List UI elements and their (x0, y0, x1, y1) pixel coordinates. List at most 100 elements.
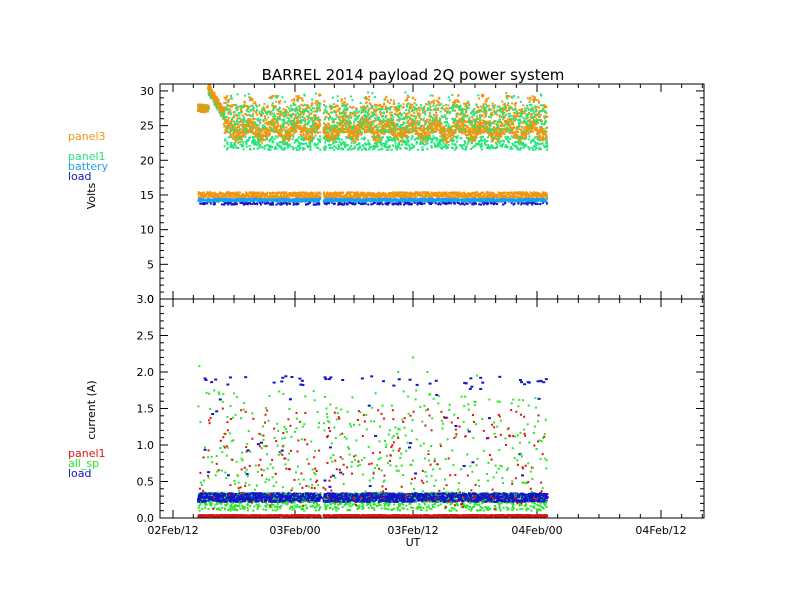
panel3-low-point (434, 191, 437, 194)
panel3-low-point (435, 193, 438, 196)
panel1-volt-point (349, 146, 352, 149)
panel3-point (261, 139, 264, 142)
panel1-volt-point (293, 108, 296, 111)
panel1-volt-point (291, 138, 294, 141)
panel1-volt-point (349, 120, 352, 123)
battery-point (371, 199, 374, 202)
panel1-volt-point (258, 137, 261, 140)
panel3-point (236, 138, 239, 141)
panel1-volt-point (331, 111, 334, 114)
battery-point (229, 200, 232, 203)
panel3-point (313, 114, 316, 117)
panel3-point (325, 127, 328, 130)
battery-point (442, 200, 445, 203)
panel1-volt-point (312, 123, 315, 126)
load-volt-point (402, 203, 405, 206)
panel1-volt-point (327, 127, 330, 130)
battery-point (367, 199, 370, 202)
panel1-volt-point (290, 116, 293, 119)
panel3-low-point (545, 192, 548, 195)
panel1-volt-point (290, 119, 293, 122)
load-volt-point (349, 201, 352, 204)
panel3-point (334, 130, 337, 133)
panel3-low-point (501, 196, 504, 199)
panel1-volt-point (294, 103, 297, 106)
panel1-volt-point (227, 101, 230, 104)
panel3-point (250, 130, 253, 133)
panel3-point (313, 119, 316, 122)
panel1-volt-point (236, 137, 239, 140)
panel1-volt-point (253, 141, 256, 144)
battery-point (335, 199, 338, 202)
panel1-volt-point (316, 142, 319, 145)
panel3-low-point (451, 193, 454, 196)
panel3-point (335, 114, 338, 117)
battery-point (368, 200, 371, 203)
panel3-low-point (261, 194, 264, 197)
panel1-volt-point (326, 111, 329, 114)
panel3-point (346, 129, 349, 132)
panel3-point (311, 103, 314, 106)
panel1-volt-point (226, 143, 229, 146)
panel1-volt-point (351, 106, 354, 109)
panel3-low-point (319, 195, 322, 198)
panel3-low-point (429, 193, 432, 196)
panel3-point (240, 131, 243, 134)
panel1-volt-point (363, 148, 366, 151)
panel3-point (240, 138, 243, 141)
panel3-point (223, 107, 226, 110)
panel3-low-point (455, 195, 458, 198)
panel3-point (298, 126, 301, 129)
battery-point (316, 199, 319, 202)
panel3-point (302, 126, 305, 129)
panel3-low-point (389, 195, 392, 198)
battery-point (197, 199, 200, 202)
battery-point (219, 199, 222, 202)
panel1-volt-point (360, 137, 363, 140)
panel1-volt-point (255, 124, 258, 127)
load-volt-point (363, 202, 366, 205)
panel3-point (245, 125, 248, 128)
panel3-low-point (520, 192, 523, 195)
panel1-volt-point (341, 130, 344, 133)
panel1-volt-point (362, 138, 365, 141)
panel3-point (306, 131, 309, 134)
panel1-volt-point (301, 136, 304, 139)
battery-point (414, 197, 417, 200)
panel1-volt-point (342, 142, 345, 145)
panel3-point (298, 97, 301, 100)
panel3-low-point (285, 191, 288, 194)
panel3-point (223, 117, 226, 120)
panel3-point (281, 124, 284, 127)
panel3-point (314, 125, 317, 128)
panel1-volt-point (243, 94, 246, 97)
panel3-point (266, 105, 269, 108)
load-volt-point (245, 202, 248, 205)
panel3-low-point (377, 195, 380, 198)
panel1-volt-point (365, 118, 368, 121)
load-volt-point (364, 202, 367, 205)
panel1-volt-point (245, 131, 248, 134)
panel3-point (242, 134, 245, 137)
panel3-low-point (355, 196, 358, 199)
panel3-low-point (457, 193, 460, 196)
panel3-point (250, 97, 253, 100)
panel1-volt-point (335, 146, 338, 149)
panel3-point (316, 124, 319, 127)
panel3-point (294, 129, 297, 132)
panel1-volt-point (245, 121, 248, 124)
load-volt-point (404, 202, 407, 205)
panel3-low-point (518, 193, 521, 196)
panel1-volt-point (252, 139, 255, 142)
panel3-low-point (328, 193, 331, 196)
panel3-point (268, 134, 271, 137)
panel3-low-point (333, 194, 336, 197)
panel3-point (239, 127, 242, 130)
panel3-low-point (526, 191, 529, 194)
battery-point (541, 197, 544, 200)
panel3-point (363, 118, 366, 121)
battery-point (237, 197, 240, 200)
panel1-volt-point (280, 146, 283, 149)
panel3-point (343, 131, 346, 134)
panel1-volt-point (300, 118, 303, 121)
